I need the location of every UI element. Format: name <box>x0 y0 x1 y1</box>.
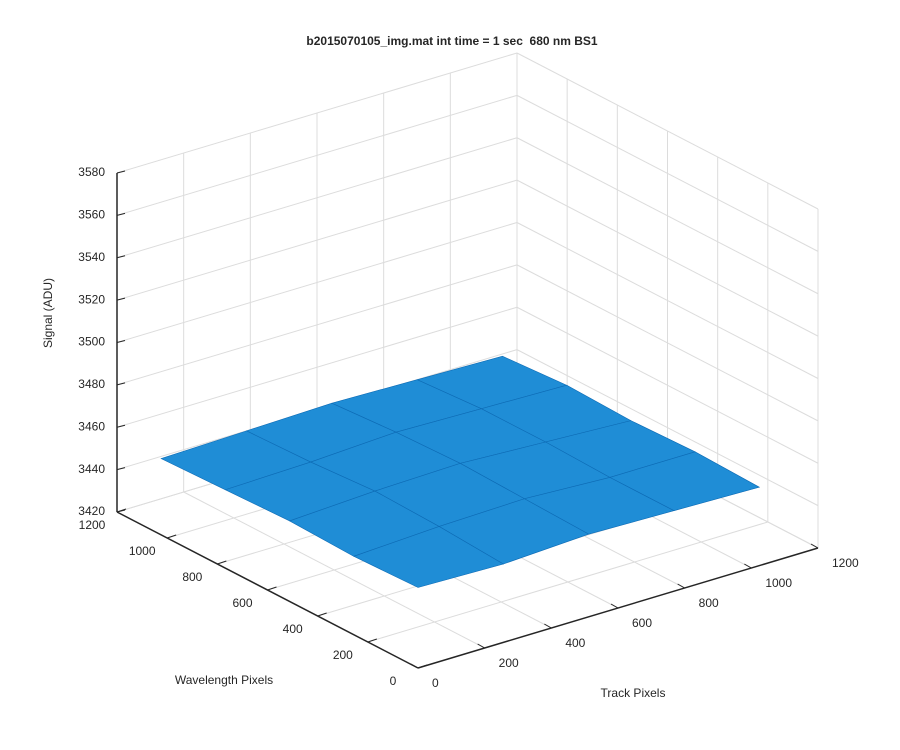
z-tick-label: 3460 <box>78 419 105 433</box>
y-axis-label: Wavelength Pixels <box>175 673 273 687</box>
z-tick-label: 3420 <box>78 504 105 518</box>
x-tick <box>677 583 685 589</box>
z-tick <box>116 255 126 259</box>
z-tick <box>116 424 126 428</box>
z-tick <box>116 467 126 471</box>
y-tick <box>317 612 327 617</box>
z-tick <box>116 382 126 386</box>
y-tick-label: 1200 <box>79 518 106 532</box>
z-tick-label: 3580 <box>78 165 105 179</box>
x-tick-label: 200 <box>499 656 519 670</box>
y-tick <box>217 560 227 565</box>
z-tick-label: 3480 <box>78 377 105 391</box>
y-tick-label: 200 <box>333 648 353 662</box>
z-tick <box>116 212 126 216</box>
x-tick <box>810 543 819 549</box>
y-tick <box>116 508 127 513</box>
z-tick-label: 3520 <box>78 292 105 306</box>
z-tick-label: 3440 <box>78 462 105 476</box>
y-tick-label: 1000 <box>129 544 156 558</box>
y-tick <box>417 664 428 669</box>
y-tick <box>267 586 277 591</box>
x-tick-label: 400 <box>565 636 585 650</box>
x-tick <box>744 563 752 569</box>
y-tick-label: 400 <box>283 622 303 636</box>
z-tick <box>116 340 126 343</box>
x-tick-label: 1200 <box>832 556 859 570</box>
x-tick <box>410 663 419 669</box>
z-tick-label: 3560 <box>78 208 105 222</box>
x-tick <box>544 623 552 629</box>
x-tick-label: 1000 <box>765 576 792 590</box>
z-tick <box>116 297 126 301</box>
chart-title: b2015070105_img.mat int time = 1 sec 680… <box>306 34 597 48</box>
z-tick <box>116 170 126 174</box>
x-tick-label: 600 <box>632 616 652 630</box>
z-tick-label: 3500 <box>78 335 105 349</box>
y-tick-label: 800 <box>182 570 202 584</box>
surface-patch <box>353 526 505 588</box>
x-tick <box>610 603 619 609</box>
x-axis-label: Track Pixels <box>601 686 666 700</box>
y-tick <box>367 638 377 643</box>
y-tick-label: 0 <box>390 674 397 688</box>
x-tick-label: 800 <box>699 596 719 610</box>
grid-line <box>367 521 768 643</box>
x-tick-label: 0 <box>432 676 439 690</box>
z-axis-label: Signal (ADU) <box>41 278 55 348</box>
x-tick <box>477 643 485 649</box>
y-tick-label: 600 <box>232 596 252 610</box>
z-tick-label: 3540 <box>78 250 105 264</box>
y-tick <box>167 534 177 539</box>
